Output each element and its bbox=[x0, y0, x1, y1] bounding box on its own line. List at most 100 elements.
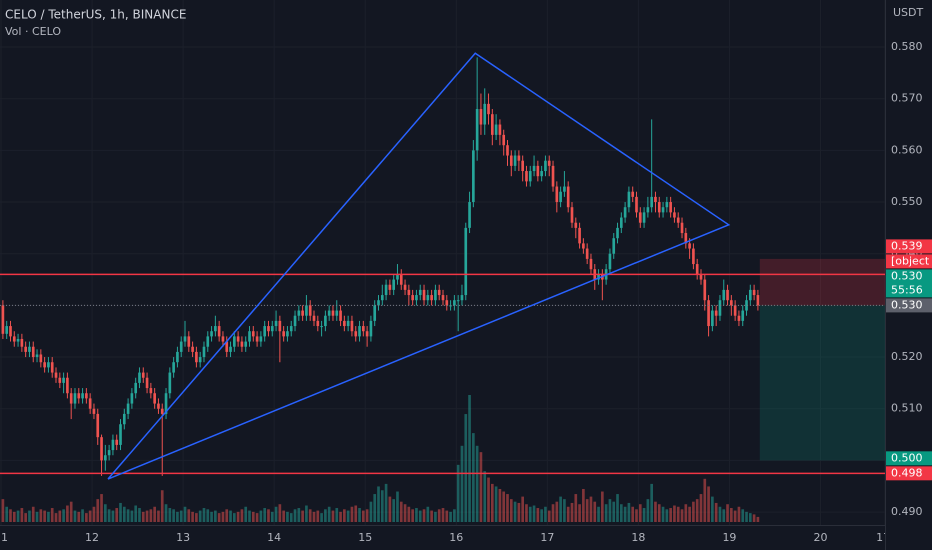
x-tick-label: 11 bbox=[0, 531, 8, 544]
volume-bar bbox=[456, 464, 460, 522]
candle-body bbox=[612, 238, 616, 254]
candle-body bbox=[308, 305, 312, 316]
volume-bar bbox=[392, 499, 396, 522]
volume-bar bbox=[646, 499, 650, 522]
volume-bar bbox=[479, 452, 483, 522]
volume-bar bbox=[536, 508, 540, 522]
candle-body bbox=[430, 295, 433, 301]
volume-bar bbox=[324, 509, 327, 522]
candle-body bbox=[680, 222, 684, 234]
volume-bar bbox=[680, 509, 684, 522]
candle-body bbox=[528, 171, 532, 182]
candle-body bbox=[635, 196, 638, 213]
volume-bar bbox=[293, 509, 297, 522]
candle-body bbox=[35, 354, 39, 358]
candle-body bbox=[737, 315, 741, 321]
volume-bar bbox=[468, 395, 471, 522]
y-tick-label: 0.490 bbox=[891, 505, 923, 518]
candle-body bbox=[684, 233, 688, 244]
candle-body bbox=[305, 305, 308, 316]
candle-body bbox=[453, 300, 456, 306]
candle-body bbox=[464, 227, 468, 296]
volume-bar bbox=[559, 496, 562, 522]
candle-body bbox=[619, 217, 623, 228]
candle-body bbox=[525, 171, 528, 182]
candle-body bbox=[532, 165, 536, 172]
volume-bar bbox=[12, 511, 16, 522]
candle-body bbox=[54, 372, 58, 378]
volume-bar bbox=[517, 502, 521, 522]
x-tick-label: 14 bbox=[267, 531, 281, 544]
candle-body bbox=[752, 289, 756, 296]
candle-body bbox=[202, 346, 206, 358]
candle-body bbox=[434, 289, 437, 301]
volume-bar bbox=[733, 510, 737, 522]
volume-bar bbox=[730, 508, 733, 522]
candle-body bbox=[711, 310, 714, 327]
volume-bar bbox=[104, 504, 107, 522]
volume-bar bbox=[126, 509, 130, 522]
volume-bar bbox=[339, 511, 342, 522]
candle-body bbox=[396, 274, 399, 280]
volume-bar bbox=[259, 510, 263, 522]
volume-bar bbox=[31, 506, 35, 522]
volume-bar bbox=[233, 513, 236, 522]
volume-bar bbox=[422, 509, 426, 522]
volume-bar bbox=[707, 486, 710, 522]
volume-bar bbox=[286, 511, 289, 522]
volume-bar bbox=[695, 499, 699, 522]
candle-body bbox=[335, 310, 339, 316]
volume-bar bbox=[475, 445, 479, 522]
volume-bar bbox=[251, 511, 255, 522]
volume-bar bbox=[301, 510, 304, 522]
candle-body bbox=[301, 310, 304, 316]
candle-body bbox=[191, 346, 194, 352]
candle-body bbox=[104, 455, 107, 461]
stop-zone bbox=[759, 258, 885, 306]
volume-bar bbox=[377, 486, 380, 522]
price-label-box bbox=[886, 466, 932, 481]
price-label: 0.530 bbox=[891, 298, 923, 311]
candle-body bbox=[445, 300, 449, 306]
candle-body bbox=[566, 186, 570, 208]
candle-body bbox=[96, 413, 100, 438]
candle-body bbox=[654, 196, 657, 203]
candle-body bbox=[384, 284, 388, 296]
volume-bar bbox=[513, 501, 517, 522]
candle-body bbox=[441, 295, 445, 301]
candle-body bbox=[422, 289, 426, 301]
candle-body bbox=[517, 155, 521, 161]
candle-body bbox=[589, 258, 593, 270]
candle-body bbox=[221, 336, 225, 342]
candle-body bbox=[722, 289, 726, 301]
candle-body bbox=[229, 346, 232, 352]
price-label-box bbox=[886, 451, 932, 466]
candle-body bbox=[418, 289, 422, 296]
candle-body bbox=[145, 377, 149, 389]
candle-body bbox=[122, 413, 126, 425]
candle-body bbox=[361, 326, 365, 332]
volume-bar bbox=[16, 510, 20, 522]
candle-body bbox=[149, 388, 153, 394]
volume-bar bbox=[289, 513, 293, 522]
candle-body bbox=[12, 336, 16, 342]
volume-bar bbox=[47, 511, 50, 522]
price-label-box bbox=[886, 269, 932, 298]
candle-body bbox=[1, 305, 5, 334]
candle-body bbox=[157, 403, 160, 409]
volume-bar bbox=[236, 511, 240, 522]
candle-body bbox=[259, 336, 263, 342]
volume-bar bbox=[714, 502, 718, 522]
y-tick-label: 0.550 bbox=[891, 195, 923, 208]
candle-body bbox=[81, 393, 84, 399]
volume-bar bbox=[141, 511, 145, 522]
volume-bar bbox=[578, 504, 581, 522]
volume-bar bbox=[107, 509, 111, 522]
candle-body bbox=[28, 346, 31, 352]
volume-bar bbox=[399, 501, 403, 522]
y-tick-label: 0.580 bbox=[891, 40, 923, 53]
candle-body bbox=[479, 109, 483, 125]
candle-body bbox=[58, 377, 62, 383]
volume-bar bbox=[346, 510, 350, 522]
volume-bar bbox=[100, 494, 103, 522]
